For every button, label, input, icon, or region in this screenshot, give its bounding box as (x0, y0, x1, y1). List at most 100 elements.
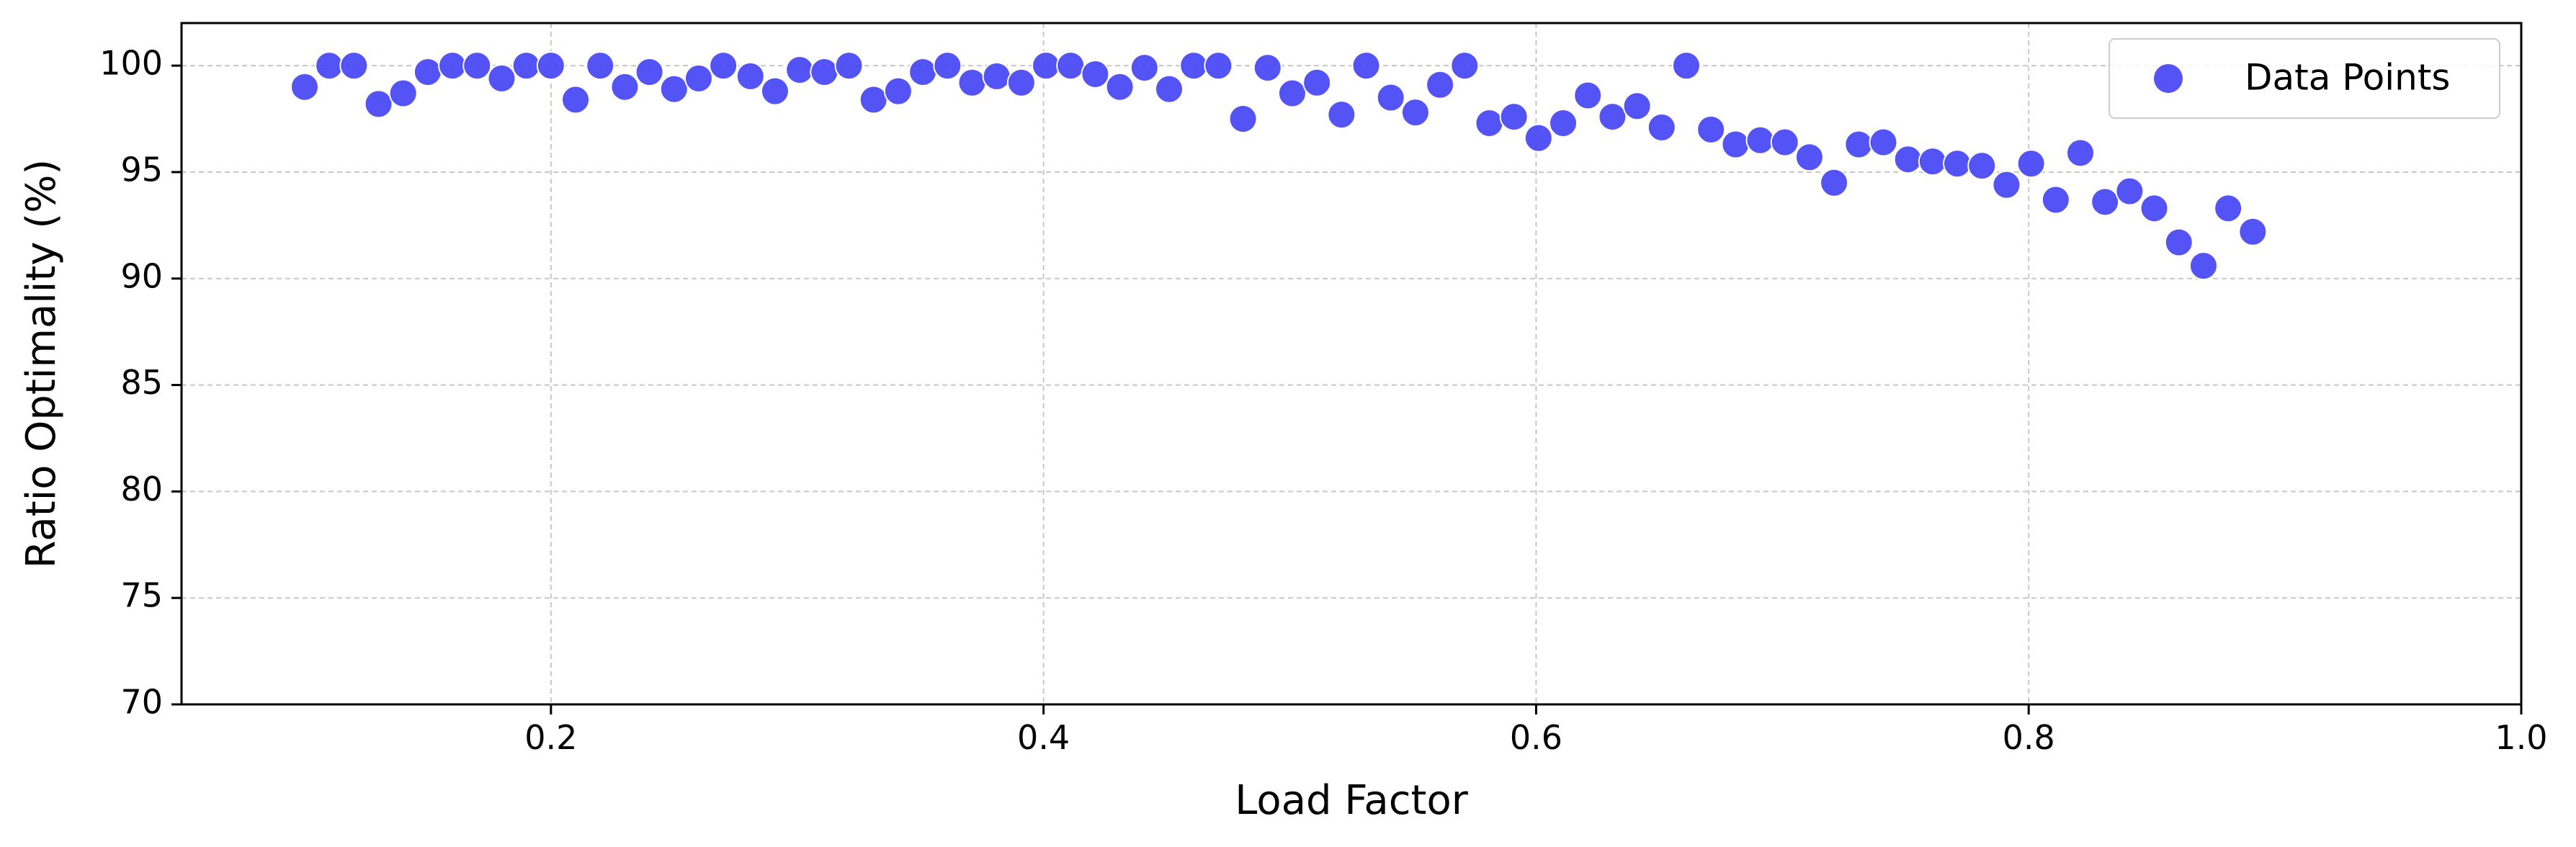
data-point (2115, 176, 2145, 206)
data-point (933, 51, 962, 81)
data-point (1573, 81, 1603, 110)
legend: Data Points (2108, 38, 2500, 119)
data-point (1105, 72, 1135, 102)
data-points (290, 51, 2268, 281)
data-point (760, 76, 790, 106)
data-point (1794, 143, 1824, 172)
y-tick-label: 100 (99, 44, 163, 83)
data-point (1302, 68, 1332, 97)
data-point (1327, 100, 1356, 130)
data-point (659, 74, 689, 104)
data-point (1450, 51, 1480, 81)
data-point (315, 51, 344, 81)
data-point (413, 57, 442, 86)
legend-marker (2154, 64, 2183, 93)
data-point (1598, 102, 1627, 132)
data-point (2238, 217, 2268, 246)
data-point (1622, 91, 1652, 121)
data-point (2214, 194, 2243, 223)
legend-label: Data Points (2245, 57, 2450, 99)
x-tick-label: 0.4 (1017, 718, 1070, 757)
data-point (1006, 68, 1036, 97)
data-point (1426, 70, 1455, 99)
data-point (1376, 83, 1405, 112)
data-point (859, 85, 888, 115)
data-point (364, 89, 393, 119)
data-point (1130, 53, 1159, 83)
y-axis-label: Ratio Optimality (%) (18, 159, 65, 569)
y-tick-label: 80 (120, 470, 163, 508)
data-point (1967, 151, 1997, 181)
x-axis-label: Load Factor (1235, 777, 1469, 824)
data-point (462, 51, 492, 81)
data-point (2164, 228, 2193, 257)
y-tick-label: 70 (120, 683, 163, 722)
data-point (1820, 168, 1849, 197)
data-point (1351, 51, 1381, 81)
data-point (2188, 251, 2218, 281)
data-point (709, 51, 738, 81)
data-point (1499, 102, 1529, 132)
data-point (1721, 130, 1750, 159)
x-tick-label: 0.8 (2003, 718, 2055, 757)
data-point (957, 68, 987, 97)
data-point (610, 72, 640, 102)
plot-frame (180, 22, 2523, 706)
data-point (1943, 149, 1972, 179)
y-tick-label: 75 (120, 576, 163, 615)
data-point (339, 51, 369, 81)
data-point (1204, 51, 1233, 81)
data-point (635, 57, 664, 86)
data-point (511, 51, 541, 81)
data-point (1893, 145, 1923, 174)
data-point (1745, 125, 1775, 155)
data-point (1918, 147, 1947, 176)
data-point (1992, 170, 2021, 200)
data-point (1770, 127, 1799, 157)
data-point (487, 63, 516, 93)
data-point (2041, 185, 2070, 215)
data-point (1475, 108, 1504, 138)
data-point (388, 79, 418, 108)
data-point (1277, 79, 1307, 108)
data-point (1253, 53, 1282, 83)
axis-ticks: 0.2 0.4 0.6 0.8 1.0 70 75 80 85 90 95 100 (99, 44, 2547, 757)
data-point (536, 51, 565, 81)
data-point (1869, 127, 1898, 157)
data-point (1081, 59, 1110, 89)
legend-box (2108, 38, 2500, 119)
x-tick-label: 1.0 (2495, 718, 2547, 757)
data-point (2139, 194, 2169, 223)
data-point (834, 51, 864, 81)
data-point (1032, 51, 1061, 81)
data-point (735, 61, 765, 91)
data-point (1844, 130, 1874, 159)
data-point (290, 72, 319, 102)
data-point (1228, 104, 1258, 134)
data-point (1400, 98, 1430, 127)
data-point (982, 61, 1011, 91)
data-point (438, 51, 468, 81)
data-point (1056, 51, 1086, 81)
data-point (883, 76, 913, 106)
y-tick-label: 90 (120, 256, 163, 295)
data-point (1549, 108, 1578, 138)
data-point (1671, 51, 1701, 81)
data-point (810, 57, 839, 86)
data-point (908, 57, 938, 86)
data-point (1647, 112, 1676, 142)
data-point (684, 63, 713, 93)
data-point (2016, 149, 2046, 179)
data-point (561, 85, 591, 115)
data-point (785, 55, 815, 85)
data-point (1179, 51, 1209, 81)
data-point (1154, 74, 1184, 104)
data-point (2066, 138, 2096, 168)
data-point (1696, 115, 1726, 144)
data-point (2090, 187, 2120, 217)
data-point (586, 51, 615, 81)
x-tick-label: 0.6 (1510, 718, 1562, 757)
